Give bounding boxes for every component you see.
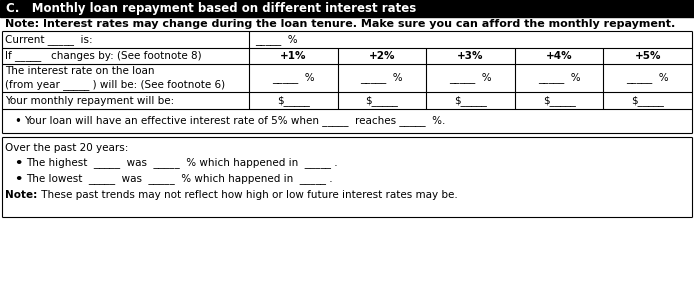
- Text: +4%: +4%: [545, 51, 573, 61]
- Text: Current _____  is:: Current _____ is:: [5, 34, 92, 45]
- Text: $_____: $_____: [366, 95, 398, 106]
- Text: Note: Interest rates may change during the loan tenure. Make sure you can afford: Note: Interest rates may change during t…: [5, 19, 675, 29]
- Text: _____  %: _____ %: [627, 72, 669, 83]
- Text: _____  %: _____ %: [538, 72, 580, 83]
- Text: $_____: $_____: [277, 95, 310, 106]
- Text: •: •: [14, 173, 22, 186]
- Text: These past trends may not reflect how high or low future interest rates may be.: These past trends may not reflect how hi…: [38, 190, 458, 200]
- Text: Your loan will have an effective interest rate of 5% when _____  reaches _____  : Your loan will have an effective interes…: [24, 116, 446, 126]
- Text: +1%: +1%: [280, 51, 307, 61]
- Text: $_____: $_____: [454, 95, 487, 106]
- Text: +5%: +5%: [634, 51, 661, 61]
- Text: The highest  _____  was  _____  % which happened in  _____ .: The highest _____ was _____ % which happ…: [26, 158, 337, 168]
- Text: •: •: [14, 114, 21, 127]
- Text: _____  %: _____ %: [449, 72, 492, 83]
- Text: If _____   changes by: (See footnote 8): If _____ changes by: (See footnote 8): [5, 50, 202, 61]
- Text: $_____: $_____: [632, 95, 664, 106]
- Text: _____  %: _____ %: [361, 72, 403, 83]
- Text: •: •: [14, 157, 22, 169]
- Text: The interest rate on the loan: The interest rate on the loan: [5, 66, 155, 76]
- Text: The lowest  _____  was  _____  % which happened in  _____ .: The lowest _____ was _____ % which happe…: [26, 173, 332, 184]
- Text: (from year _____ ) will be: (See footnote 6): (from year _____ ) will be: (See footnot…: [5, 80, 225, 91]
- Text: $_____: $_____: [543, 95, 575, 106]
- Bar: [0, 0, 694, 17]
- Text: +3%: +3%: [457, 51, 484, 61]
- Text: _____  %: _____ %: [255, 34, 298, 45]
- Text: Note:: Note:: [5, 190, 37, 200]
- Text: _____  %: _____ %: [272, 72, 314, 83]
- Text: +2%: +2%: [369, 51, 395, 61]
- Text: Over the past 20 years:: Over the past 20 years:: [5, 143, 128, 153]
- Text: C.   Monthly loan repayment based on different interest rates: C. Monthly loan repayment based on diffe…: [6, 2, 416, 15]
- Text: Your monthly repayment will be:: Your monthly repayment will be:: [5, 96, 174, 105]
